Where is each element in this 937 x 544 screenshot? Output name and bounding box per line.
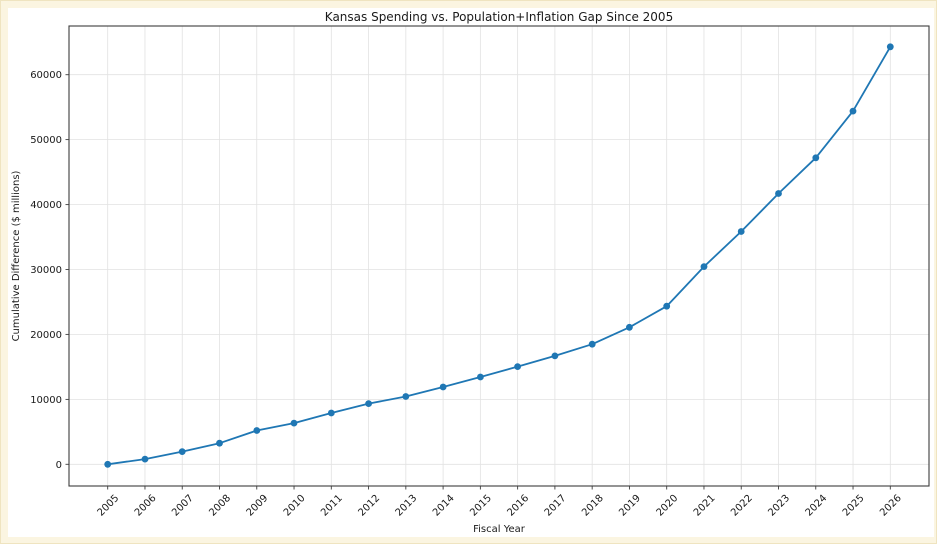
x-tick-label: 2017 <box>543 493 569 519</box>
data-point-2025 <box>849 107 857 115</box>
data-point-2022 <box>737 228 745 235</box>
y-tick-label: 20000 <box>30 330 62 341</box>
x-tick-label: 2012 <box>356 493 382 519</box>
data-line <box>106 45 892 466</box>
axes-layer <box>65 25 930 490</box>
data-point-2016 <box>514 363 521 370</box>
x-tick-label: 2008 <box>207 493 233 519</box>
x-tick-label: 2013 <box>394 493 420 519</box>
y-tick-label: 0 <box>56 460 62 471</box>
tick-label-layer: 2005 2006 2007 2008 2009 2010 2011 2012 2013 2014… <box>30 70 904 518</box>
data-point-2024 <box>812 154 820 162</box>
data-point-2006 <box>141 455 149 463</box>
data-point-2020 <box>663 302 671 310</box>
x-tick-label: 2014 <box>431 493 457 519</box>
data-point-2011 <box>327 409 335 417</box>
x-tick-label: 2026 <box>878 493 904 519</box>
x-tick-label: 2006 <box>133 493 159 519</box>
y-tick-label: 40000 <box>30 200 62 211</box>
chart-title: Kansas Spending vs. Population+Inflation… <box>325 10 673 24</box>
x-tick-label: 2019 <box>617 493 643 519</box>
x-tick-label: 2021 <box>692 493 718 519</box>
x-tick-label: 2015 <box>468 493 494 519</box>
data-point-2015 <box>477 373 484 381</box>
data-point-2009 <box>253 427 261 434</box>
data-point-2014 <box>439 383 447 391</box>
data-point-2026 <box>886 43 894 51</box>
data-point-2010 <box>290 419 298 427</box>
grid-layer <box>69 26 929 486</box>
data-point-2021 <box>700 263 708 270</box>
data-point-2013 <box>402 393 410 400</box>
data-point-2019 <box>626 323 633 331</box>
data-point-2018 <box>588 340 596 348</box>
x-axis-title: Fiscal Year <box>473 524 526 535</box>
data-point-2008 <box>216 439 223 447</box>
x-tick-label: 2007 <box>170 493 196 519</box>
y-axis-title: Cumulative Difference ($ millions) <box>11 170 22 341</box>
y-tick-label: 30000 <box>30 265 62 276</box>
x-tick-label: 2020 <box>655 493 681 519</box>
x-tick-label: 2016 <box>505 493 531 519</box>
data-point-2017 <box>551 352 559 360</box>
y-tick-label: 60000 <box>30 70 62 81</box>
y-tick-label: 50000 <box>30 135 62 146</box>
x-tick-label: 2010 <box>282 493 308 519</box>
data-point-2012 <box>365 400 372 407</box>
x-tick-label: 2024 <box>804 493 830 519</box>
data-point-2023 <box>775 190 782 197</box>
y-tick-label: 10000 <box>30 395 62 406</box>
x-tick-label: 2022 <box>729 493 755 519</box>
data-point-2005 <box>104 460 112 468</box>
x-tick-label: 2009 <box>245 493 271 519</box>
x-tick-label: 2005 <box>96 493 122 519</box>
axes-spines <box>68 25 930 487</box>
data-series-layer <box>104 43 894 468</box>
x-tick-label: 2018 <box>580 493 606 519</box>
x-tick-label: 2023 <box>766 493 792 519</box>
line-chart: 2005 2006 2007 2008 2009 2010 2011 2012 2013 2014… <box>11 10 930 535</box>
chart-figure: 2005 2006 2007 2008 2009 2010 2011 2012 2013 2014… <box>8 8 934 537</box>
x-tick-label: 2011 <box>319 493 345 519</box>
data-point-2007 <box>178 448 186 455</box>
x-tick-label: 2025 <box>841 493 867 519</box>
